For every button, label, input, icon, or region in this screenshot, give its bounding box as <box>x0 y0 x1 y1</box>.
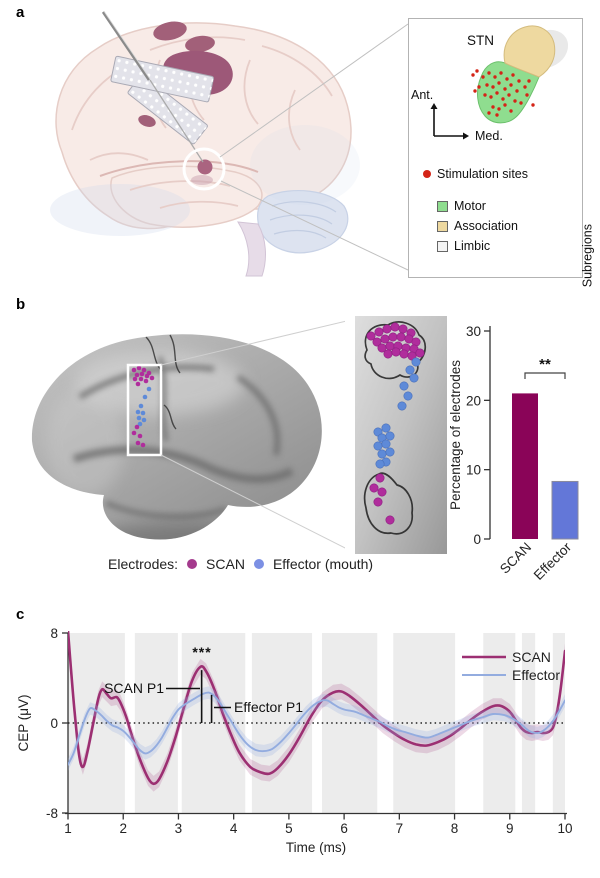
svg-text:4: 4 <box>230 821 238 836</box>
electrode-percentage-bar-chart: Percentage of electrodes 0 10 20 30 ** SCAN… <box>448 324 579 583</box>
significance-stars: ** <box>539 356 551 373</box>
panel-b-zoom-inset <box>355 316 447 554</box>
brain-lateral-illustration <box>50 11 409 277</box>
svg-text:0: 0 <box>50 716 58 731</box>
electrode-lead-line <box>149 79 204 163</box>
svg-text:5: 5 <box>285 821 293 836</box>
motor-label: Motor <box>454 199 486 213</box>
stn-highlight-circle <box>182 147 226 191</box>
svg-text:7: 7 <box>396 821 404 836</box>
stn-title: STN <box>467 33 494 48</box>
svg-text:1: 1 <box>64 821 72 836</box>
legend-effector: Effector <box>512 667 560 683</box>
bar-label-effector: Effector <box>531 539 575 583</box>
axis-anterior-label: Ant. <box>411 88 433 102</box>
svg-text:6: 6 <box>340 821 348 836</box>
subregions-side-label: Subregions <box>580 224 594 288</box>
svg-text:9: 9 <box>506 821 514 836</box>
effector-p1-label: Effector P1 <box>234 699 303 715</box>
cep-traces <box>68 631 565 792</box>
panel-b-brain-surface <box>31 320 345 549</box>
peak-annotations: SCAN P1 Effector P1 *** <box>104 644 303 723</box>
scan-p1-label: SCAN P1 <box>104 680 164 696</box>
inset-connector-top <box>219 23 409 158</box>
zoom-connector-top <box>160 320 345 366</box>
panel-a-label: a <box>16 4 25 21</box>
axis-medial-label: Med. <box>475 129 503 143</box>
cep-axis-label: CEP (μV) <box>16 694 31 751</box>
significance-bracket <box>524 372 566 379</box>
stimulation-legend-label: Stimulation sites <box>437 167 529 181</box>
effector-dot-icon <box>253 559 264 569</box>
time-window-shading <box>68 633 565 813</box>
stn-target-spot <box>197 159 213 175</box>
inset-connector-bottom <box>220 180 409 271</box>
legend-row-association: Association <box>437 219 518 233</box>
svg-text:8: 8 <box>451 821 459 836</box>
svg-text:20: 20 <box>466 393 481 408</box>
stimulation-site-dots <box>471 69 535 117</box>
panel-c-label: c <box>16 606 25 623</box>
motor-swatch-icon <box>437 200 448 212</box>
svg-text:3: 3 <box>175 821 183 836</box>
electrode-strip-grids <box>110 55 214 145</box>
stn-inset-box: STN Ant. Med. Stimulation sites Motor As… <box>408 18 594 287</box>
panel-b-label: b <box>16 296 26 313</box>
electrode-dots-zoomed <box>366 322 425 525</box>
legend-scan: SCAN <box>512 649 551 665</box>
svg-text:10: 10 <box>466 463 481 478</box>
stn-subregion-plot: STN Ant. Med. <box>411 25 569 143</box>
svg-text:-8: -8 <box>46 806 58 821</box>
legend-row-motor: Motor <box>437 199 486 213</box>
electrode-dots-on-brain <box>131 365 155 448</box>
time-axis-label: Time (ms) <box>286 840 346 855</box>
significance-stars-c: *** <box>192 644 211 660</box>
svg-text:2: 2 <box>119 821 127 836</box>
svg-text:0: 0 <box>473 532 481 547</box>
zoom-rectangle <box>126 363 163 457</box>
trace-legend: SCAN Effector <box>462 649 560 683</box>
brainstem <box>237 221 266 277</box>
chart-axes: 8 0 -8 1 2 3 4 5 6 7 8 9 10 <box>46 626 573 836</box>
effector-legend-label: Effector (mouth) <box>272 556 374 572</box>
bar-chart-ylabel: Percentage of electrodes <box>448 360 463 510</box>
bar-chart-y-axis: 0 10 20 30 <box>466 324 491 547</box>
svg-text:10: 10 <box>557 821 572 836</box>
orientation-axes <box>430 103 469 140</box>
limbic-swatch-icon <box>437 240 448 252</box>
bars <box>512 393 579 540</box>
limbic-label: Limbic <box>454 239 491 253</box>
cep-line-chart: 80-81 2 3 4 5 6 7 8 9 10 SCAN P1 Effector P1 *** … <box>16 626 573 855</box>
svg-text:30: 30 <box>466 324 481 339</box>
temporal-lobe <box>110 165 263 228</box>
svg-text:8: 8 <box>50 626 58 641</box>
association-swatch-icon <box>437 220 448 232</box>
electrodes-legend: Electrodes: SCAN Effector (mouth) <box>108 556 468 572</box>
electrodes-legend-prefix: Electrodes: <box>108 556 179 572</box>
stimulation-dot-icon <box>423 170 431 178</box>
bar-label-scan: SCAN <box>497 540 534 577</box>
association-region <box>503 25 556 78</box>
legend-row-limbic: Limbic <box>437 239 490 253</box>
stimulation-sites-legend: Stimulation sites <box>423 167 528 181</box>
scan-legend-label: SCAN <box>206 556 245 572</box>
scan-dot-icon <box>187 559 198 569</box>
zoom-connector-bottom <box>160 454 345 549</box>
stn-blob <box>471 25 569 124</box>
association-label: Association <box>454 219 518 233</box>
dbs-needle <box>101 11 151 81</box>
panel-a-brain-illustration <box>50 11 409 277</box>
